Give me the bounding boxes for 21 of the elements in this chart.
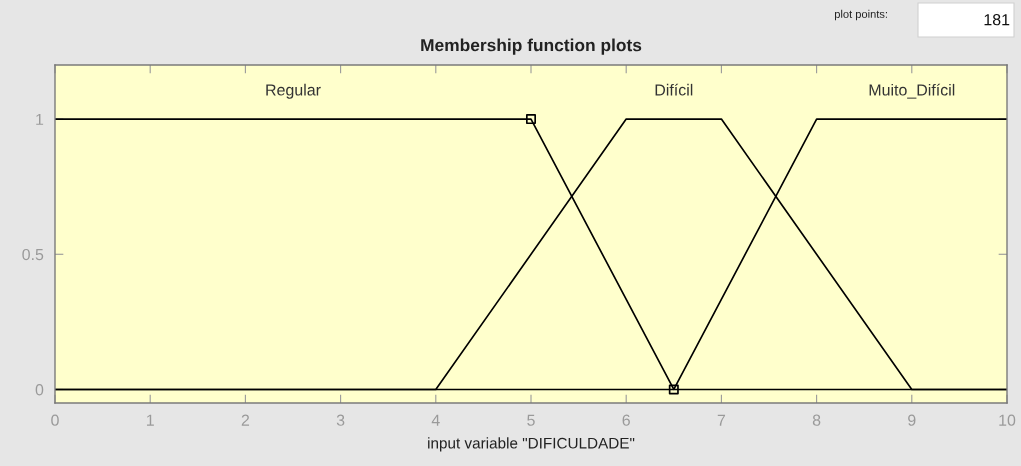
x-tick-label: 5 — [527, 414, 535, 426]
y-tick-label: 1 — [36, 113, 44, 125]
x-tick-label: 1 — [146, 414, 154, 426]
chart-title: Membership function plots — [421, 38, 642, 55]
x-tick-label: 9 — [908, 414, 916, 426]
x-tick-label: 6 — [622, 414, 630, 426]
x-tick-label: 7 — [717, 414, 726, 426]
text: 181 — [984, 13, 1010, 26]
x-tick-label: 3 — [336, 414, 345, 426]
series-label: Regular — [266, 83, 321, 99]
series-label: Difícil — [655, 83, 693, 96]
x-tick-label: 8 — [812, 414, 821, 426]
x-tick-label: 4 — [431, 414, 440, 426]
text: plot points: — [834, 9, 887, 21]
y-tick-label: 0.5 — [22, 248, 44, 261]
series-label: Muito_Difícil — [869, 83, 955, 99]
x-tick-label: 10 — [999, 414, 1016, 426]
x-axis-title: input variable "DIFICULDADE" — [428, 437, 635, 452]
y-tick-label: 0 — [35, 384, 44, 396]
x-tick-label: 2 — [241, 414, 250, 426]
x-tick-label: 0 — [51, 414, 59, 426]
